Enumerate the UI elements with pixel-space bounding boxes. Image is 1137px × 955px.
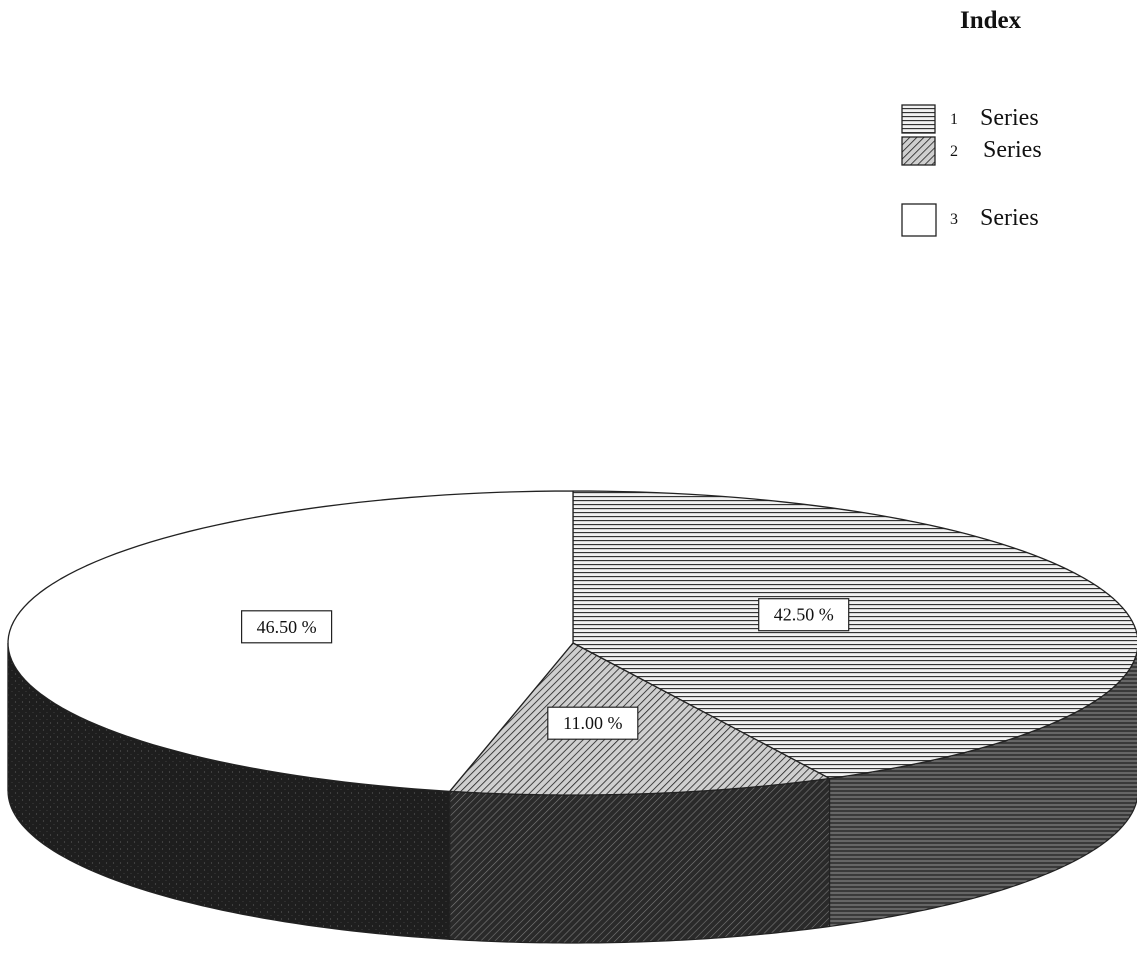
pie-slice-2 (449, 642, 831, 796)
data-label-1: 42.50 % (758, 598, 850, 632)
data-label-3: 46.50 % (241, 610, 333, 644)
legend-swatch (901, 104, 936, 134)
legend-item-2: 2 Series (901, 136, 1042, 166)
data-label-box (241, 610, 333, 644)
data-label-text: 46.50 % (257, 617, 317, 637)
legend-label: Series (980, 205, 1039, 231)
legend-item-1: 1 Series (901, 104, 1039, 134)
legend-index: 2 (950, 143, 958, 160)
legend-swatch (901, 203, 937, 237)
legend-title: Index (960, 7, 1022, 34)
legend-label: Series (983, 137, 1042, 163)
pie-data-labels: 42.50 % 11.00 % 46.50 % (241, 598, 850, 740)
legend-item-3: 3 Series (901, 203, 1039, 237)
data-label-2: 11.00 % (547, 706, 639, 740)
data-label-box (758, 598, 850, 632)
pie-slice-1 (572, 490, 1137, 780)
pie-top (7, 490, 1137, 796)
data-label-text: 42.50 % (774, 605, 834, 625)
legend-index: 1 (950, 111, 958, 128)
chart-legend: Index 1 Series 2 Series 3 Series (901, 7, 1042, 237)
data-label-text: 11.00 % (563, 713, 622, 733)
legend-index: 3 (950, 211, 958, 228)
data-label-box (547, 706, 639, 740)
legend-swatch (901, 136, 936, 166)
legend-label: Series (980, 105, 1039, 131)
pie-side-2 (449, 777, 831, 944)
